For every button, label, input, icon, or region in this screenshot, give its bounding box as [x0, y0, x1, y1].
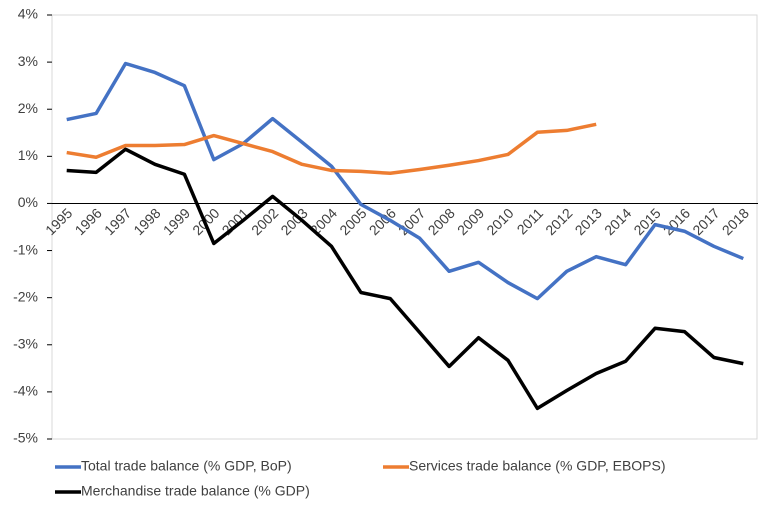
x-tick-label: 2004: [307, 205, 340, 238]
y-tick-label: 3%: [18, 53, 38, 69]
x-tick-label: 2017: [689, 205, 722, 238]
x-tick-label: 2003: [277, 205, 310, 238]
x-tick-label: 2018: [719, 205, 752, 238]
y-tick-label: -2%: [13, 288, 38, 304]
series-line: [66, 61, 744, 301]
y-tick-label: 1%: [18, 147, 38, 163]
y-tick-label: -1%: [13, 241, 38, 257]
x-tick-label: 2013: [572, 205, 605, 238]
y-tick-label: 2%: [18, 100, 38, 116]
x-tick-label: 2008: [425, 205, 458, 238]
y-tick-label: 0%: [18, 194, 38, 210]
series-line: [66, 122, 597, 176]
x-tick-label: 1995: [42, 205, 75, 238]
x-tick-label: 2010: [483, 205, 516, 238]
x-tick-label: 2011: [514, 205, 547, 238]
series-line: [66, 147, 744, 411]
legend-label: Merchandise trade balance (% GDP): [81, 483, 310, 499]
y-tick-label: 4%: [18, 6, 38, 22]
x-tick-label: 1999: [160, 205, 193, 238]
y-tick-label: -3%: [13, 335, 38, 351]
x-tick-label: 2012: [542, 205, 575, 238]
y-tick-label: -4%: [13, 383, 38, 399]
x-tick-label: 2009: [454, 205, 487, 238]
x-tick-label: 1997: [101, 205, 134, 238]
x-tick-label: 1998: [130, 205, 163, 238]
legend-label: Total trade balance (% GDP, BoP): [81, 458, 292, 474]
x-tick-label: 1996: [72, 205, 105, 238]
x-tick-label: 2002: [248, 205, 281, 238]
x-tick-label: 2014: [601, 205, 634, 238]
x-tick-label: 2005: [336, 205, 369, 238]
x-tick-label: 2001: [219, 205, 252, 238]
plot-frame: [51, 14, 758, 440]
legend-label: Services trade balance (% GDP, EBOPS): [409, 458, 666, 474]
y-tick-label: -5%: [13, 430, 38, 446]
